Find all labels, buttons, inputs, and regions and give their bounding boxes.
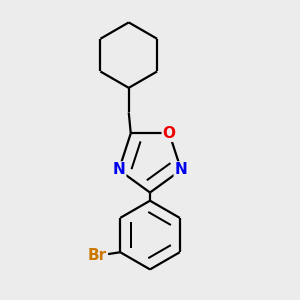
Text: O: O xyxy=(163,126,176,141)
Text: N: N xyxy=(175,162,188,177)
Text: N: N xyxy=(112,162,125,177)
Text: Br: Br xyxy=(88,248,107,263)
